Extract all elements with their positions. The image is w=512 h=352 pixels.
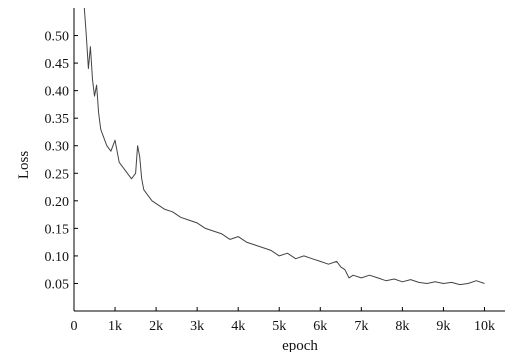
y-tick-label: 0.40	[45, 85, 70, 100]
x-tick-label: 9k	[436, 319, 450, 334]
x-tick-label: 6k	[313, 319, 327, 334]
y-axis-title: Loss	[16, 151, 32, 180]
y-tick-label: 0.20	[45, 195, 70, 210]
y-tick-label: 0.50	[45, 30, 70, 45]
y-tick-label: 0.10	[45, 250, 70, 265]
x-tick-label: 10k	[474, 319, 495, 334]
x-tick-label: 1k	[108, 319, 122, 334]
x-axis-title: epoch	[282, 338, 318, 352]
axes: 0 1k 2k 3k 4k 5k 6k 7k 8k 9k 10k 0.05 0.10 0.15 0.20 0.…	[45, 8, 505, 334]
x-tick-label: 3k	[190, 319, 204, 334]
y-tick-label: 0.35	[45, 112, 70, 127]
x-tick-label: 8k	[395, 319, 409, 334]
x-tick-label: 7k	[354, 319, 368, 334]
series	[83, 7, 485, 286]
loss-curve-line	[83, 7, 485, 286]
y-tick-label: 0.30	[45, 140, 70, 155]
x-tick-label: 0	[71, 319, 78, 334]
y-tick-label: 0.25	[45, 167, 70, 182]
y-tick-label: 0.05	[45, 277, 70, 292]
x-tick-label: 2k	[149, 319, 163, 334]
y-tick-label: 0.15	[45, 222, 70, 237]
x-tick-label: 4k	[231, 319, 245, 334]
x-tick-label: 5k	[272, 319, 286, 334]
y-tick-label: 0.45	[45, 57, 70, 72]
